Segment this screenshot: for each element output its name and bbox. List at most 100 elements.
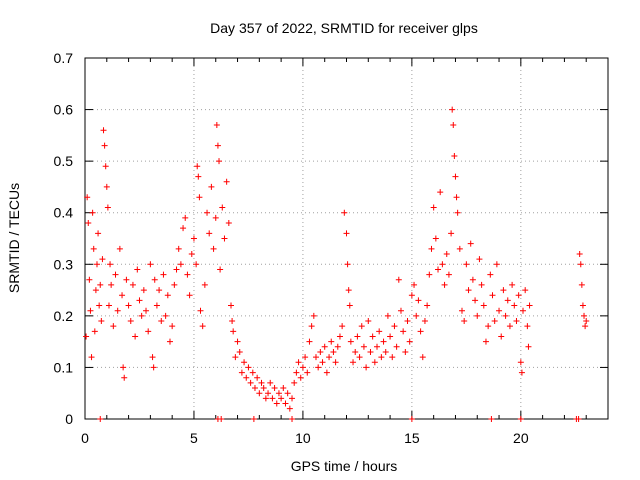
data-point xyxy=(206,230,213,237)
data-point xyxy=(469,276,476,283)
data-point xyxy=(577,261,584,268)
data-point xyxy=(583,318,590,325)
chart-title: Day 357 of 2022, SRMTID for receiver glp… xyxy=(210,20,478,36)
data-point xyxy=(269,395,276,402)
y-tick-label: 0.5 xyxy=(54,153,74,169)
data-point xyxy=(578,281,585,288)
data-point xyxy=(162,312,169,319)
data-point xyxy=(102,163,109,170)
data-point xyxy=(524,323,531,330)
data-point xyxy=(151,276,158,283)
data-point xyxy=(86,276,93,283)
data-point xyxy=(150,364,157,371)
data-point xyxy=(293,369,300,376)
data-point xyxy=(88,354,95,361)
data-point xyxy=(344,261,351,268)
data-point xyxy=(175,245,182,252)
data-point xyxy=(330,348,337,355)
data-point xyxy=(96,302,103,309)
data-point xyxy=(465,287,472,294)
data-point xyxy=(452,173,459,180)
data-point xyxy=(217,266,224,273)
data-point xyxy=(511,302,518,309)
data-point xyxy=(250,416,257,422)
data-point xyxy=(83,333,90,340)
data-point xyxy=(243,374,250,381)
data-point xyxy=(387,333,394,340)
data-point xyxy=(509,281,516,288)
data-point xyxy=(173,266,180,273)
data-point xyxy=(188,250,195,257)
y-tick-label: 0.2 xyxy=(54,308,74,324)
data-point xyxy=(443,250,450,257)
x-tick-label: 0 xyxy=(81,430,89,446)
data-point xyxy=(352,348,359,355)
data-point xyxy=(341,209,348,216)
data-point xyxy=(581,312,588,319)
x-tick-label: 5 xyxy=(190,430,198,446)
data-point xyxy=(271,385,278,392)
data-point xyxy=(441,281,448,288)
data-point xyxy=(502,312,509,319)
data-point xyxy=(517,359,524,366)
data-point xyxy=(437,189,444,196)
x-tick-label: 15 xyxy=(404,430,420,446)
data-point xyxy=(426,271,433,278)
data-point xyxy=(424,302,431,309)
data-point xyxy=(260,385,267,392)
data-point xyxy=(153,302,160,309)
data-point xyxy=(169,323,176,330)
data-point xyxy=(391,323,398,330)
data-point xyxy=(522,287,529,294)
data-point xyxy=(404,318,411,325)
data-point xyxy=(218,416,225,422)
data-point xyxy=(432,235,439,242)
data-point xyxy=(515,292,522,299)
plot-frame xyxy=(84,57,609,420)
data-point xyxy=(575,416,582,422)
y-tick-label: 0.3 xyxy=(54,256,74,272)
data-point xyxy=(485,323,492,330)
data-point xyxy=(360,343,367,350)
data-point xyxy=(245,364,252,371)
data-point xyxy=(145,328,152,335)
data-point xyxy=(221,235,228,242)
data-point xyxy=(254,374,261,381)
data-point xyxy=(143,307,150,314)
data-point xyxy=(413,312,420,319)
data-point xyxy=(120,364,127,371)
data-point xyxy=(302,354,309,361)
data-point xyxy=(212,214,219,221)
data-point xyxy=(129,281,136,288)
data-point xyxy=(480,302,487,309)
data-point xyxy=(123,276,130,283)
data-point xyxy=(105,302,112,309)
data-point xyxy=(216,158,223,165)
data-point xyxy=(463,261,470,268)
data-point xyxy=(506,323,513,330)
data-point xyxy=(365,318,372,325)
data-point xyxy=(428,245,435,252)
data-point xyxy=(493,261,500,268)
data-point xyxy=(491,318,498,325)
data-point xyxy=(90,245,97,252)
data-point xyxy=(177,261,184,268)
data-point xyxy=(108,281,115,288)
data-point xyxy=(234,338,241,345)
grid xyxy=(85,58,608,419)
data-point xyxy=(454,209,461,216)
data-point xyxy=(347,338,354,345)
data-point xyxy=(284,390,291,397)
data-point xyxy=(232,354,239,361)
y-tick-label: 0 xyxy=(65,411,73,427)
data-point xyxy=(256,390,263,397)
data-point xyxy=(496,307,503,314)
data-point xyxy=(458,307,465,314)
data-point xyxy=(195,173,202,180)
data-point xyxy=(304,369,311,376)
data-point xyxy=(397,307,404,314)
y-tick-label: 0.7 xyxy=(54,50,74,66)
data-point xyxy=(97,416,104,422)
data-point xyxy=(419,354,426,361)
